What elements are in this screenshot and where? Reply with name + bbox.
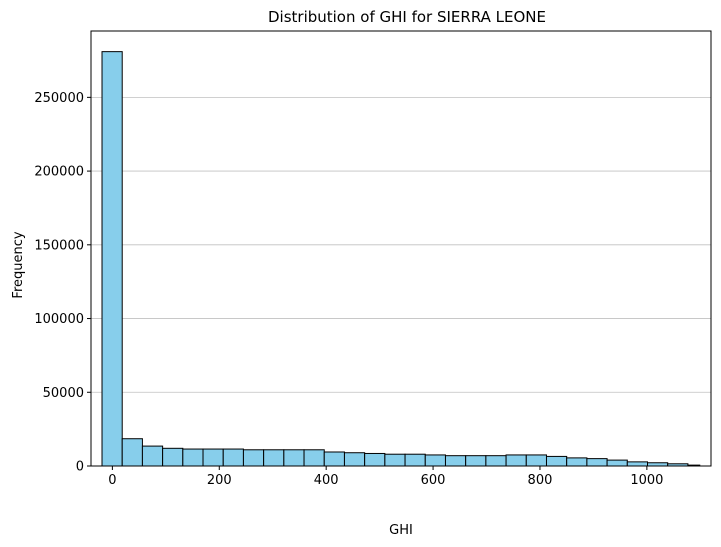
histogram-bar bbox=[586, 458, 608, 467]
bars-layer bbox=[101, 51, 701, 467]
y-tick-label: 0 bbox=[76, 460, 84, 475]
grid-layer bbox=[91, 96, 711, 467]
chart-title: Distribution of GHI for SIERRA LEONE bbox=[268, 8, 546, 26]
histogram-bar bbox=[162, 447, 184, 467]
histogram-bar bbox=[545, 455, 568, 467]
histogram-bar bbox=[384, 453, 406, 467]
histogram-bar bbox=[404, 453, 426, 467]
y-tick-label: 150000 bbox=[34, 238, 84, 253]
histogram-bar bbox=[485, 455, 507, 467]
histogram-bar bbox=[242, 449, 265, 467]
histogram-bar bbox=[141, 445, 164, 467]
histogram-bar bbox=[364, 452, 386, 467]
histogram-bar bbox=[263, 449, 285, 467]
x-tick-label: 800 bbox=[528, 473, 553, 488]
x-axis-title: GHI bbox=[389, 523, 413, 538]
histogram-bar bbox=[303, 449, 325, 467]
histogram-bar bbox=[606, 459, 628, 467]
plot-frame bbox=[90, 30, 712, 467]
histogram-bar bbox=[222, 448, 244, 467]
y-axis-title: Frequency bbox=[11, 231, 26, 298]
histogram-bar bbox=[626, 461, 649, 467]
x-tick-label: 0 bbox=[108, 473, 116, 488]
y-tick-label: 50000 bbox=[43, 386, 84, 401]
histogram-bar bbox=[525, 454, 547, 467]
y-tick-label: 200000 bbox=[34, 165, 84, 180]
histogram-bar bbox=[343, 452, 366, 467]
y-tick-label: 100000 bbox=[34, 312, 84, 327]
y-tick-label: 250000 bbox=[34, 91, 84, 106]
x-tick-label: 1000 bbox=[630, 473, 663, 488]
histogram-bar bbox=[505, 454, 527, 467]
histogram-bar bbox=[121, 438, 143, 467]
histogram-bar bbox=[283, 449, 305, 467]
histogram-bar bbox=[424, 454, 446, 467]
histogram-bar bbox=[465, 455, 487, 467]
ticks-layer: 0 200 400 600 800 1000 0 50000 100000 150000 20000… bbox=[34, 91, 663, 488]
x-tick-label: 400 bbox=[314, 473, 339, 488]
histogram-bar bbox=[101, 51, 123, 467]
histogram-bar bbox=[566, 457, 588, 467]
histogram-bar bbox=[444, 455, 467, 467]
histogram-bar bbox=[323, 451, 345, 467]
x-tick-label: 600 bbox=[421, 473, 446, 488]
x-tick-label: 200 bbox=[207, 473, 232, 488]
histogram-bar bbox=[182, 448, 204, 467]
histogram-bar bbox=[202, 448, 224, 467]
